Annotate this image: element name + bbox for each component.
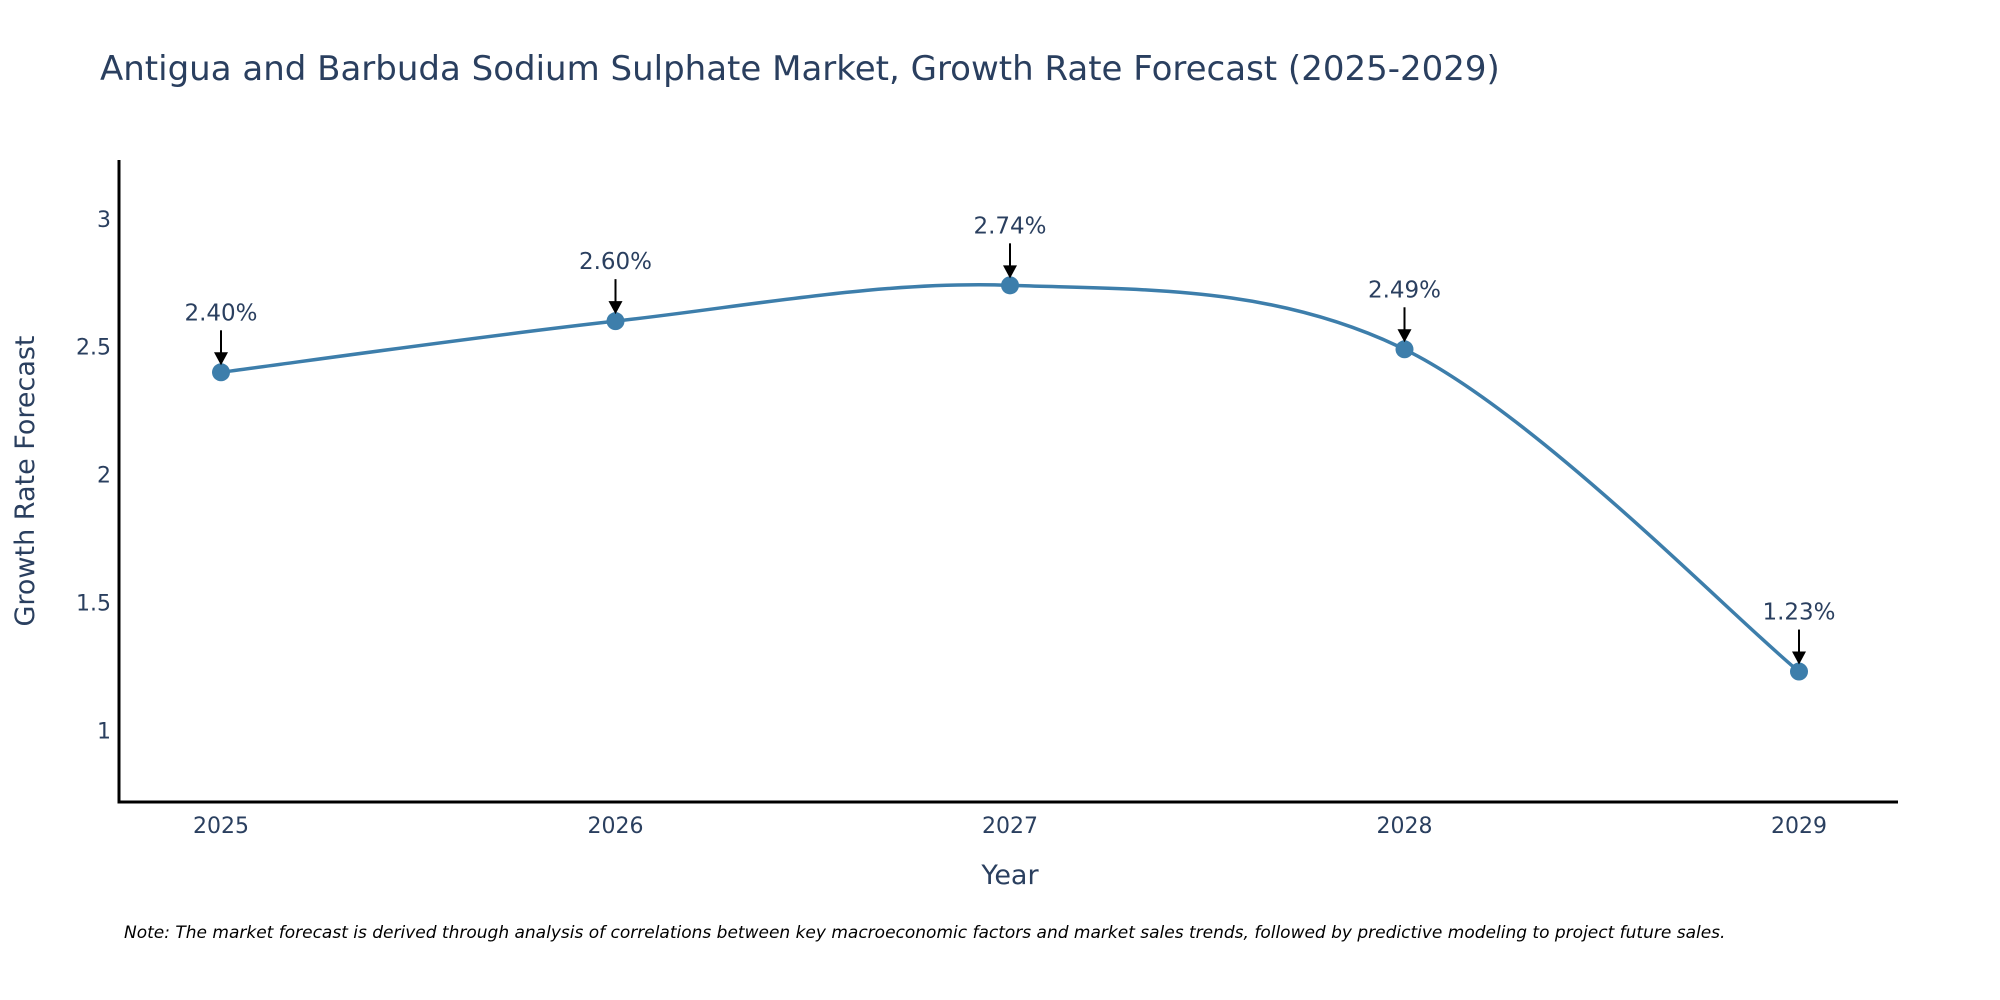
data-label: 2.60% — [579, 249, 652, 275]
x-axis-title: Year — [980, 860, 1039, 891]
data-point — [212, 363, 230, 382]
data-point — [606, 312, 625, 331]
footnote: Note: The market forecast is derived thr… — [124, 923, 1725, 943]
y-tick-label: 2.5 — [76, 336, 111, 361]
annotation-arrowhead — [608, 301, 623, 315]
x-tick-label: 2026 — [588, 814, 644, 839]
x-axis-ticks: 2025 2026 2027 2028 2029 — [193, 814, 1827, 839]
data-label: 2.74% — [973, 213, 1046, 239]
series-markers — [212, 276, 1808, 681]
y-tick-label: 3 — [97, 208, 111, 233]
y-axis-title: Growth Rate Forecast — [10, 335, 41, 626]
y-tick-label: 1.5 — [76, 591, 111, 616]
data-point — [1790, 662, 1808, 681]
y-axis-ticks: 1 1.5 2 2.5 3 — [76, 208, 111, 745]
series-line — [220, 283, 1801, 673]
data-label: 2.49% — [1368, 277, 1441, 303]
annotation-arrowhead — [1003, 265, 1017, 279]
x-tick-label: 2025 — [193, 814, 249, 839]
chart-title: Antigua and Barbuda Sodium Sulphate Mark… — [100, 49, 1500, 89]
annotation-arrowhead — [1792, 651, 1806, 665]
x-tick-label: 2028 — [1377, 814, 1433, 839]
data-label-annotations: 2.40% 2.60% 2.74% 2.49% 1.23% — [184, 213, 1836, 665]
data-point — [1001, 276, 1019, 295]
y-tick-label: 1 — [97, 719, 111, 744]
data-label: 2.40% — [184, 300, 257, 326]
annotation-arrowhead — [1397, 329, 1412, 343]
data-point — [1395, 340, 1414, 359]
x-tick-label: 2029 — [1771, 814, 1827, 839]
plot-area: 1 1.5 2 2.5 3 2025 2026 2027 2028 2029 2.40% 2.60… — [76, 160, 1898, 839]
annotation-arrowhead — [214, 352, 228, 366]
y-tick-label: 2 — [97, 464, 111, 489]
x-tick-label: 2027 — [982, 814, 1038, 839]
data-label: 1.23% — [1762, 600, 1835, 626]
